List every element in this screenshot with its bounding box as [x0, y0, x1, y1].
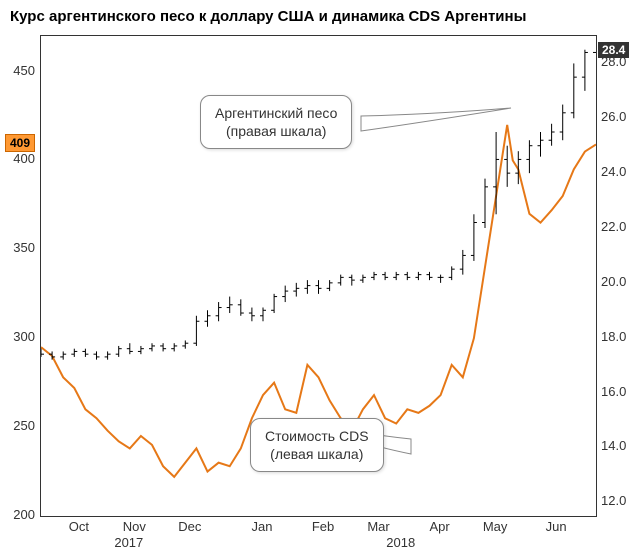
right-tick-label: 22.0: [601, 219, 636, 234]
month-tick-label: Nov: [114, 519, 154, 534]
chart-title: Курс аргентинского песо к доллару США и …: [10, 8, 526, 25]
right-tick-label: 14.0: [601, 438, 636, 453]
right-tick-label: 24.0: [601, 164, 636, 179]
left-tick-label: 250: [5, 418, 35, 433]
left-tick-label: 200: [5, 507, 35, 522]
left-tick-label: 300: [5, 329, 35, 344]
right-tick-label: 20.0: [601, 274, 636, 289]
callout-line2: (левая шкала): [270, 446, 363, 462]
callout-line1: Стоимость CDS: [265, 428, 369, 444]
callout-peso: Аргентинский песо (правая шкала): [200, 95, 352, 149]
callout-line2: (правая шкала): [226, 123, 326, 139]
month-tick-label: May: [475, 519, 515, 534]
month-tick-label: Oct: [59, 519, 99, 534]
month-tick-label: Jan: [242, 519, 282, 534]
left-tick-label: 400: [5, 151, 35, 166]
right-tick-label: 18.0: [601, 329, 636, 344]
month-tick-label: Dec: [170, 519, 210, 534]
month-tick-label: Apr: [420, 519, 460, 534]
left-tick-label: 450: [5, 63, 35, 78]
month-tick-label: Jun: [536, 519, 576, 534]
chart-container: Курс аргентинского песо к доллару США и …: [0, 0, 640, 556]
right-value-badge: 28.4: [598, 42, 629, 58]
callout-line1: Аргентинский песо: [215, 105, 337, 121]
right-tick-label: 16.0: [601, 384, 636, 399]
month-tick-label: Mar: [359, 519, 399, 534]
month-tick-label: Feb: [303, 519, 343, 534]
year-label: 2017: [114, 535, 143, 550]
callout-cds: Стоимость CDS (левая шкала): [250, 418, 384, 472]
right-tick-label: 26.0: [601, 109, 636, 124]
left-value-badge: 409: [5, 134, 35, 152]
year-label: 2018: [386, 535, 415, 550]
left-tick-label: 350: [5, 240, 35, 255]
right-tick-label: 12.0: [601, 493, 636, 508]
